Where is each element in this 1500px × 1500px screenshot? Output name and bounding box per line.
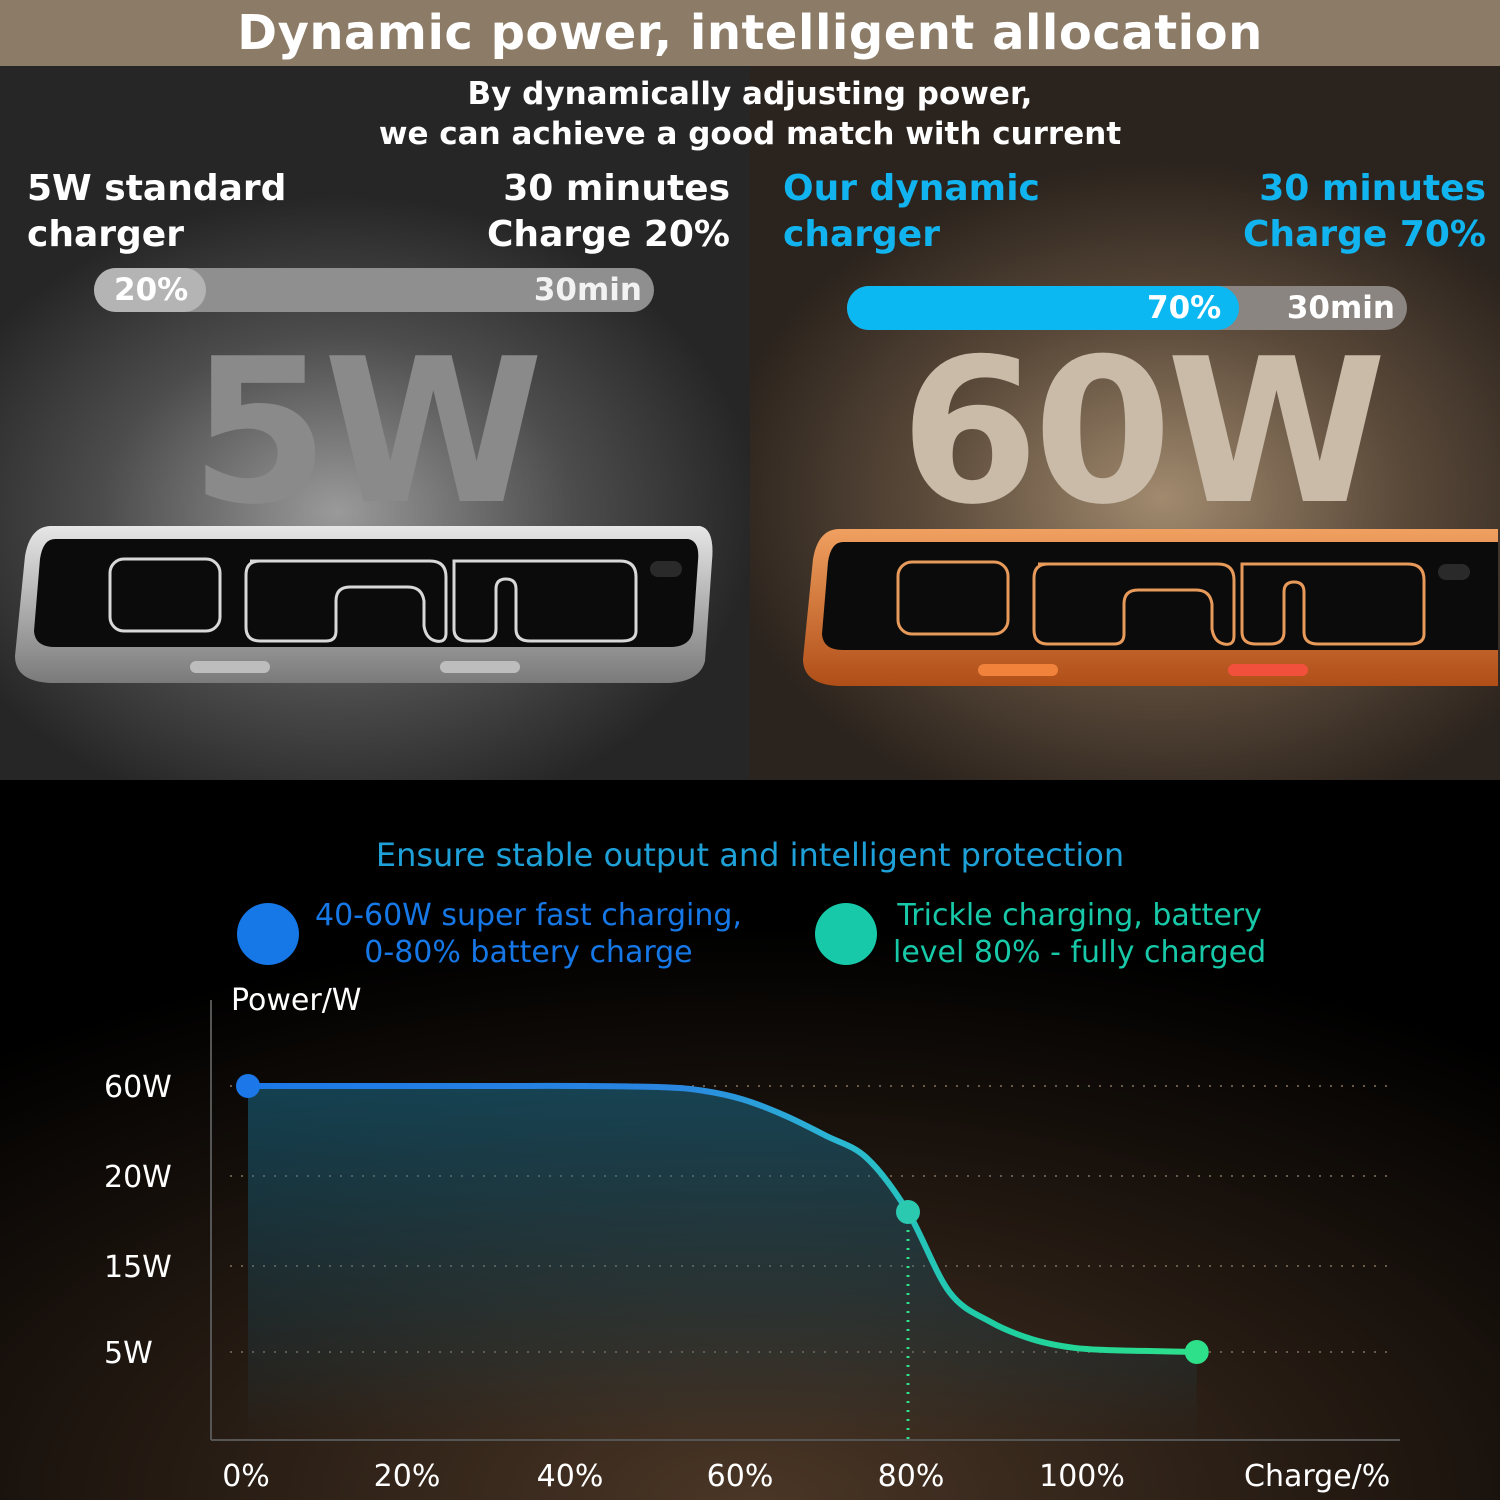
intro-line-1: By dynamically adjusting power, [467,76,1033,112]
standard-percent-label: 20% [114,272,189,308]
dynamic-progress-bar: 70% 30min [847,286,1407,330]
standard-title-line-1: 5W standard [27,168,287,209]
legend-trickle-charging: Trickle charging, battery level 80% - fu… [815,897,1266,971]
legend-fast-line-2: 0-80% battery charge [364,935,693,970]
title-banner: Dynamic power, intelligent allocation [0,0,1500,66]
x-tick-label: 20% [374,1459,441,1494]
y-tick-label: 5W [104,1336,153,1371]
intro-line-2: we can achieve a good match with current [378,116,1122,152]
standard-phone-image [15,526,713,683]
x-tick-label: 100% [1039,1459,1125,1494]
legend-fast-line-1: 40-60W super fast charging, [315,898,742,933]
standard-progress-bar: 20% 30min [94,268,654,312]
standard-time-line-1: 30 minutes [503,168,730,209]
standard-charge-result: 30 minutes Charge 20% [487,166,730,258]
x-tick-label: 60% [707,1459,774,1494]
x-tick-label: 80% [878,1459,945,1494]
dynamic-time-line-2: Charge 70% [1243,214,1486,255]
intro-text: By dynamically adjusting power, we can a… [0,74,1500,154]
data-point-marker [896,1200,920,1224]
standard-watt-text: 5W [190,316,544,549]
y-tick-label: 20W [104,1160,172,1195]
standard-progress-fill [94,268,206,312]
standard-title-line-2: charger [27,214,184,255]
banner-title: Dynamic power, intelligent allocation [237,5,1263,61]
standard-time-line-2: Charge 20% [487,214,730,255]
legend-fast-text: 40-60W super fast charging, 0-80% batter… [315,897,742,971]
legend-trickle-line-1: Trickle charging, battery [897,898,1262,933]
comparison-section: 5W 60W [0,66,1500,786]
power-curve-chart: Power/W Charge/% 60W 20W 15W 5W 0% 20% 40% 60% 8… [0,780,1500,1500]
dynamic-charge-result: 30 minutes Charge 70% [1243,166,1486,258]
dynamic-panel: 60W [750,66,1500,786]
data-point-marker [236,1074,260,1098]
dynamic-progress-fill [847,286,1239,330]
legend-trickle-line-2: level 80% - fully charged [893,935,1267,970]
dynamic-title-line-1: Our dynamic [783,168,1040,209]
x-axis-title: Charge/% [1244,1459,1390,1494]
y-tick-label: 15W [104,1250,172,1285]
dynamic-title-line-2: charger [783,214,940,255]
dynamic-time-label: 30min [1286,290,1395,326]
dynamic-watt-text: 60W [900,316,1387,549]
y-axis-title: Power/W [231,983,361,1018]
legend-trickle-text: Trickle charging, battery level 80% - fu… [893,897,1266,971]
curve-area-fill [248,1085,1197,1440]
legend-trickle-dot [815,903,877,965]
dynamic-time-line-1: 30 minutes [1259,168,1486,209]
dynamic-phone-image [803,529,1498,686]
power-curve-series [245,1082,1200,1355]
legend-fast-dot [237,903,299,965]
legend-fast-charging: 40-60W super fast charging, 0-80% batter… [237,897,742,971]
data-point-marker [1184,1340,1209,1364]
y-tick-label: 60W [104,1070,172,1105]
standard-panel: 5W [0,66,750,786]
standard-charger-title: 5W standard charger [27,166,286,258]
x-tick-label: 40% [537,1459,604,1494]
dynamic-percent-label: 70% [1147,290,1222,326]
x-tick-label: 0% [222,1459,270,1494]
dynamic-charger-title: Our dynamic charger [783,166,1040,258]
chart-title: Ensure stable output and intelligent pro… [375,836,1125,874]
standard-time-label: 30min [533,272,642,308]
